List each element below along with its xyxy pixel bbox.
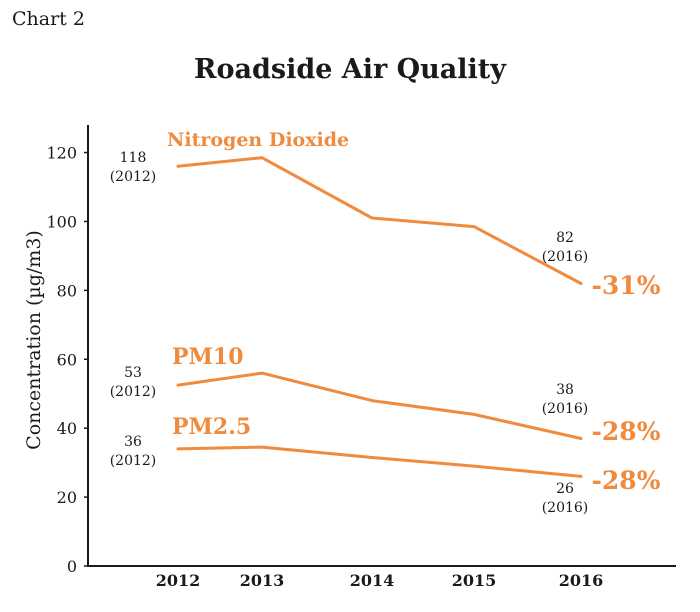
y-tick-label: 100 — [46, 212, 77, 231]
x-tick-label: 2013 — [240, 571, 285, 590]
y-tick-label: 120 — [46, 144, 77, 163]
series-line — [176, 156, 583, 285]
series-name-label: PM2.5 — [172, 414, 251, 440]
x-tick-label: 2012 — [156, 571, 201, 590]
x-tick-label: 2014 — [350, 571, 395, 590]
percent-change-label: -31% — [592, 271, 661, 300]
end-value-label: 38 (2016) — [542, 382, 589, 417]
start-value-label: 36 (2012) — [110, 434, 157, 469]
axes — [87, 125, 676, 567]
y-tick-label: 20 — [57, 488, 77, 507]
x-tick-label: 2015 — [452, 571, 497, 590]
end-value-label: 26 (2016) — [542, 481, 589, 516]
series-0: Nitrogen Dioxide 118 (2012) 82 (2016)-31% — [110, 129, 661, 300]
start-value-label: 118 (2012) — [110, 150, 157, 185]
y-ticks: 0 20 40 60 80 100 120 — [46, 144, 88, 576]
y-tick-label: 0 — [67, 557, 77, 576]
x-ticks: 2012 2013 2014 2015 2016 — [156, 571, 604, 590]
series-line — [176, 371, 583, 440]
y-tick-label: 40 — [57, 419, 77, 438]
series-2: PM2.536 (2012)26 (2016)-28% — [110, 414, 661, 516]
percent-change-label: -28% — [592, 466, 661, 495]
series-name-label: Nitrogen Dioxide — [167, 129, 349, 151]
series-group: Nitrogen Dioxide 118 (2012) 82 (2016)-31% PM1… — [110, 129, 661, 516]
y-tick-label: 60 — [57, 350, 77, 369]
series-1: PM10 53 (2012) 38 (2016)-28% — [110, 344, 661, 446]
start-value-label: 53 (2012) — [110, 365, 157, 400]
chart-title: Roadside Air Quality — [194, 54, 506, 85]
series-name-label: PM10 — [172, 344, 244, 370]
chart-number-label: Chart 2 — [12, 8, 85, 30]
x-tick-label: 2016 — [559, 571, 604, 590]
y-axis-label: Concentration (µg/m3) — [23, 230, 45, 450]
end-value-label: 82 (2016) — [542, 230, 589, 265]
y-tick-label: 80 — [57, 281, 77, 300]
series-line — [176, 445, 583, 478]
percent-change-label: -28% — [592, 417, 661, 446]
